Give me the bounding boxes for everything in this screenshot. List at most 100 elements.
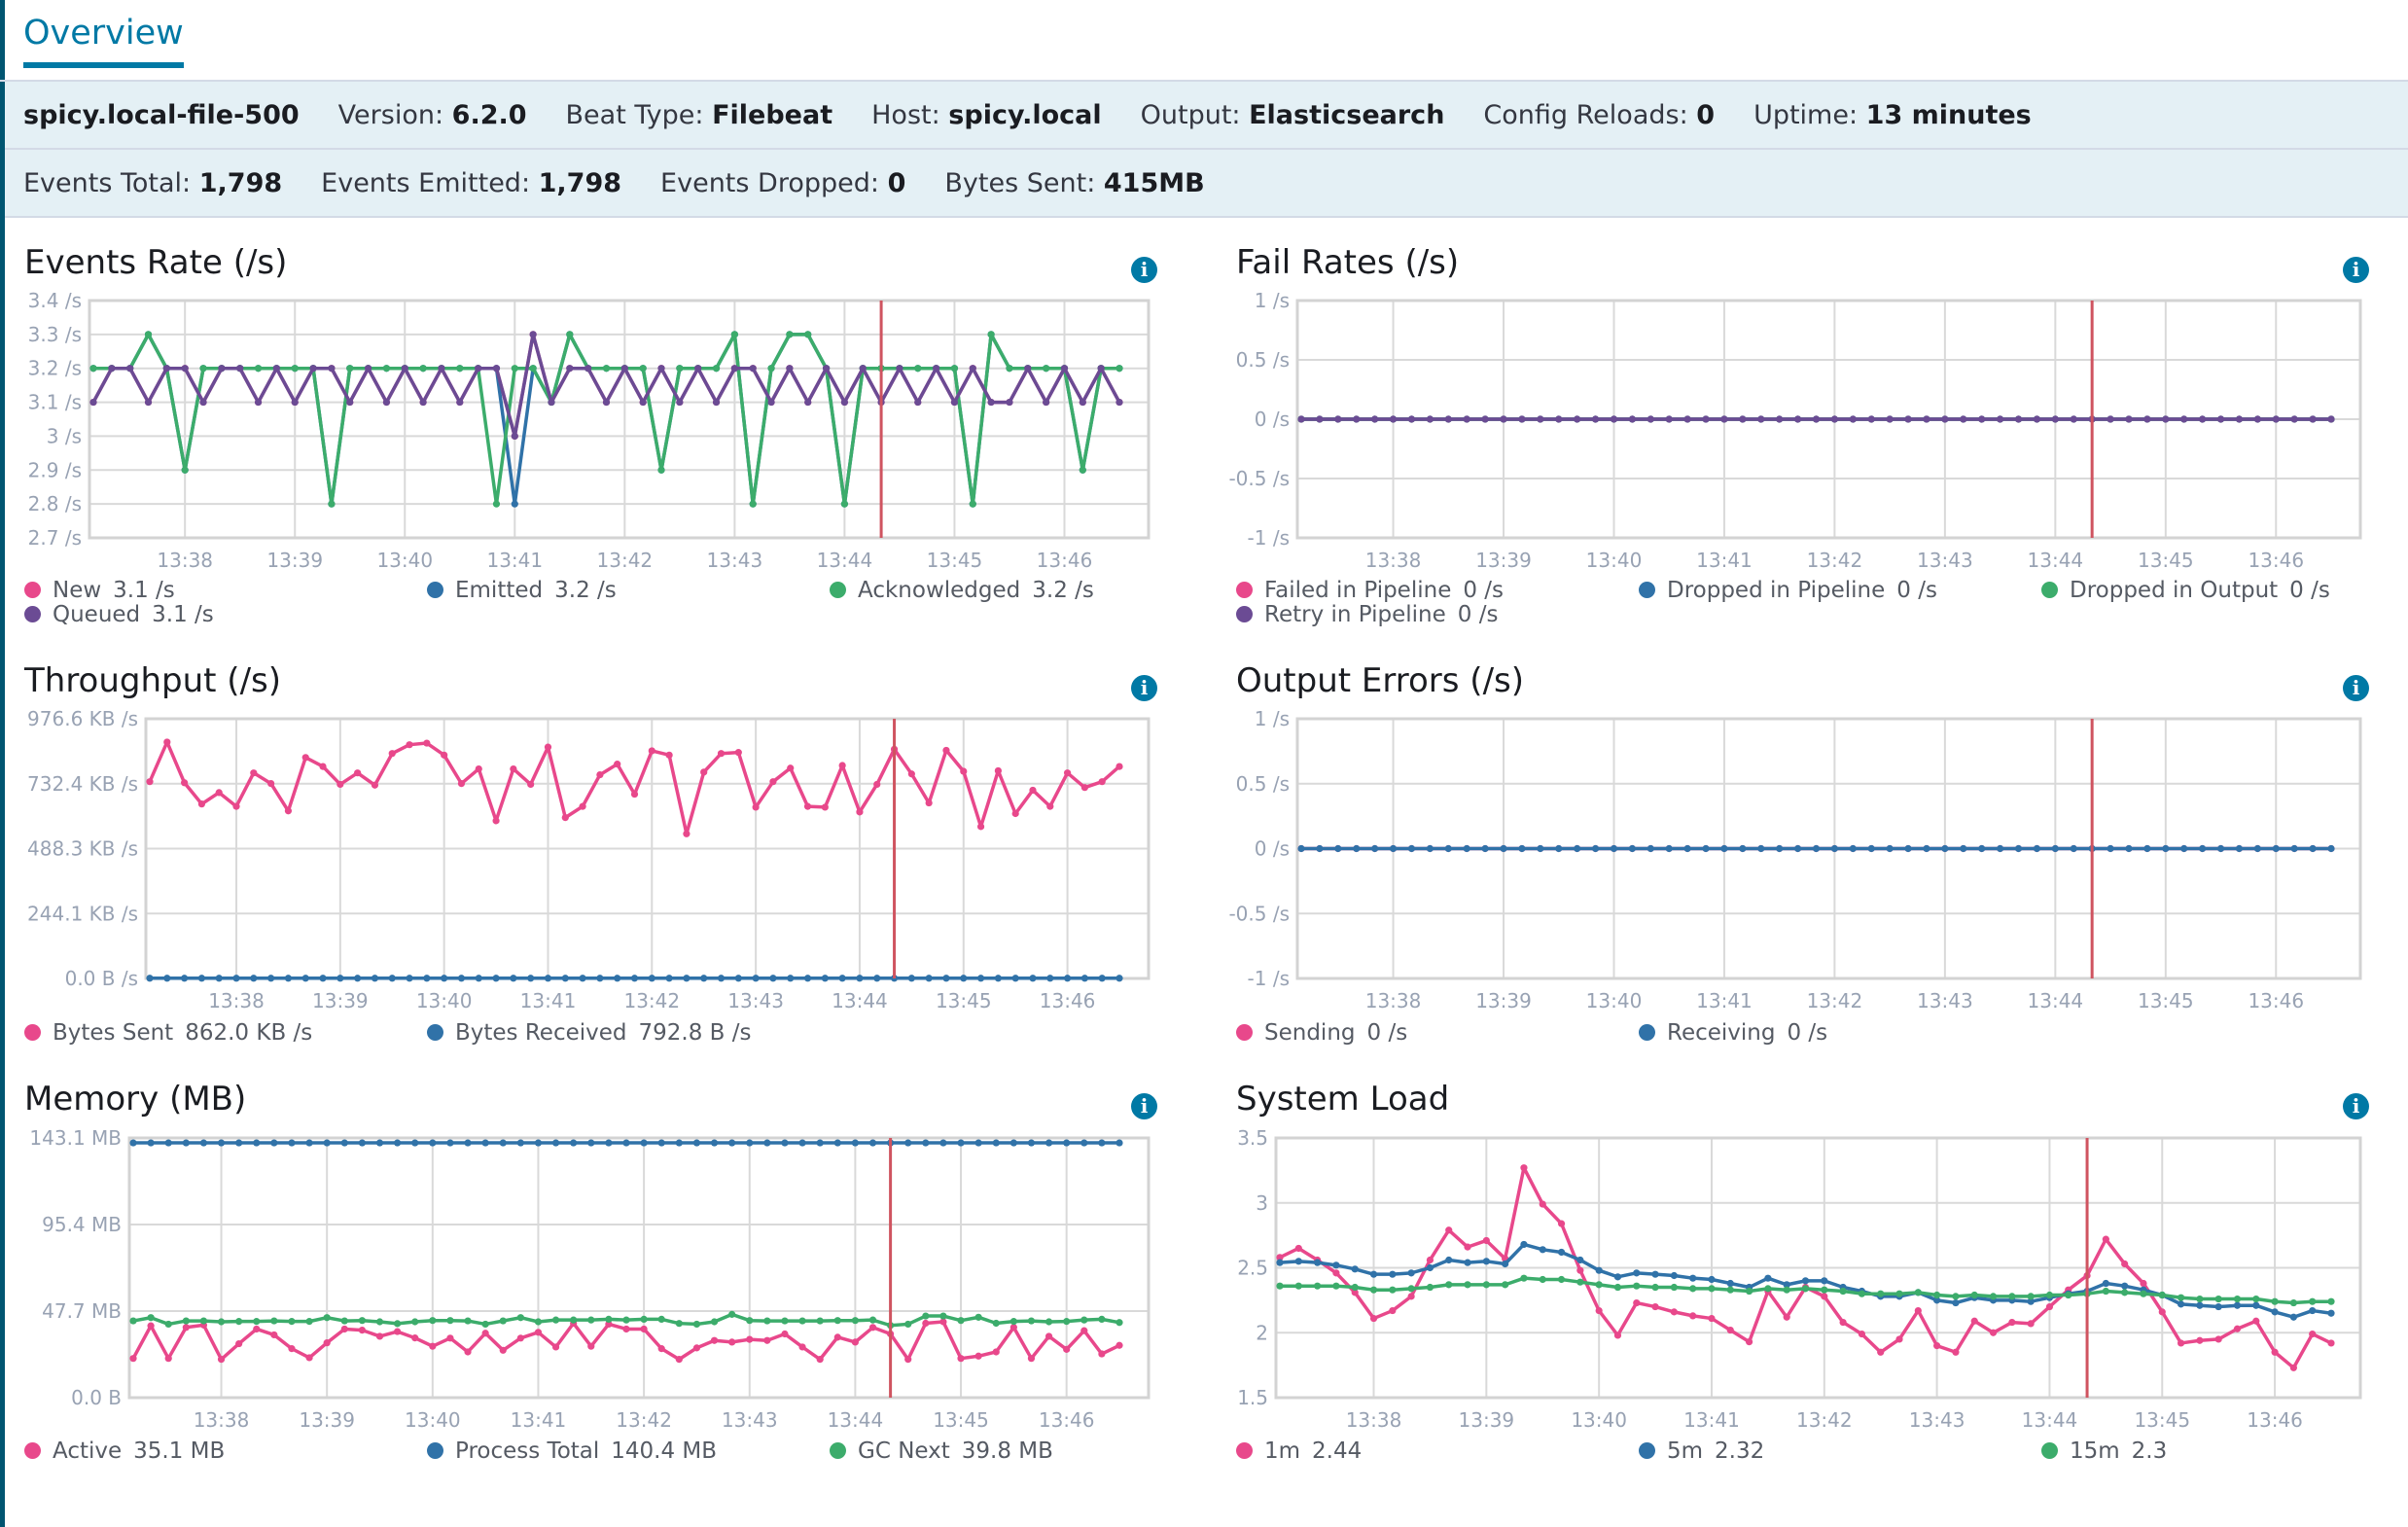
data-point — [2102, 1279, 2109, 1288]
x-tick-label: 13:40 — [1571, 1408, 1627, 1432]
legend-item[interactable]: Bytes Received 792.8 B /s — [427, 1020, 830, 1046]
data-point — [284, 807, 293, 815]
x-tick-label: 13:41 — [486, 549, 543, 572]
data-point — [630, 790, 639, 799]
data-point — [1555, 415, 1563, 423]
data-point — [2309, 1306, 2317, 1315]
legend-item[interactable]: New 3.1 /s — [24, 578, 427, 603]
data-point — [2309, 1297, 2317, 1305]
data-point — [1858, 1330, 1866, 1338]
info-icon[interactable]: i — [1131, 675, 1157, 701]
legend-item[interactable]: GC Next 39.8 MB — [830, 1438, 1232, 1464]
data-point — [2309, 1330, 2317, 1338]
legend-item[interactable]: Failed in Pipeline 0 /s — [1236, 578, 1639, 603]
data-point — [1080, 1139, 1088, 1147]
output-errors-chart[interactable]: 1 /s 0.5 /s 0 /s -0.5 /s -1 /s 13:38 13:39 13:4… — [1228, 707, 2362, 1012]
legend-item[interactable]: 1m 2.44 — [1236, 1438, 1639, 1464]
data-point — [1351, 1283, 1359, 1292]
data-point — [710, 1336, 719, 1344]
data-point — [1445, 1281, 1453, 1289]
legend-item[interactable]: Bytes Sent 862.0 KB /s — [24, 1020, 427, 1046]
label: Beat Type: — [565, 99, 704, 130]
legend-item[interactable]: Acknowledged 3.2 /s — [830, 578, 1232, 603]
series-receiving — [1297, 844, 2335, 853]
data-point — [1776, 844, 1784, 853]
data-point — [364, 365, 372, 373]
data-point — [1776, 415, 1784, 423]
data-point — [868, 1316, 877, 1324]
events-rate-chart[interactable]: 3.4 /s 3.3 /s 3.2 /s 3.1 /s 3 /s 2.9 /s 2.8 /s… — [28, 289, 1151, 572]
data-point — [1060, 365, 1069, 373]
data-point — [2290, 844, 2298, 853]
data-point — [1830, 415, 1839, 423]
legend-item[interactable]: 15m 2.3 — [2041, 1438, 2408, 1464]
data-point — [2289, 1313, 2297, 1321]
legend-label: Queued — [53, 601, 141, 627]
data-point — [1793, 844, 1802, 853]
legend-item[interactable]: Sending 0 /s — [1236, 1020, 1639, 1046]
data-point — [2125, 844, 2133, 853]
info-icon[interactable]: i — [2343, 257, 2369, 283]
tab-overview[interactable]: Overview — [23, 14, 184, 68]
x-tick-label: 13:43 — [707, 549, 763, 572]
data-point — [2309, 415, 2317, 423]
info-icon[interactable]: i — [1131, 257, 1157, 283]
data-point — [1867, 844, 1875, 853]
x-tick-label: 13:45 — [936, 989, 992, 1012]
data-point — [388, 750, 396, 758]
data-point — [1683, 844, 1691, 853]
value: 0 — [1696, 99, 1716, 130]
legend-item[interactable]: Queued 3.1 /s — [24, 601, 427, 627]
data-point — [596, 975, 604, 982]
throughput-chart[interactable]: 976.6 KB /s 732.4 KB /s 488.3 KB /s 244.1 K… — [27, 707, 1151, 1012]
data-point — [2253, 415, 2261, 423]
data-point — [1481, 415, 1489, 423]
legend-item[interactable]: 5m 2.32 — [1639, 1438, 2041, 1464]
data-point — [146, 778, 154, 786]
legend-item[interactable]: Process Total 140.4 MB — [427, 1438, 830, 1464]
data-point — [665, 975, 673, 982]
data-point — [749, 500, 757, 508]
data-point — [1683, 415, 1691, 423]
y-tick-label: 0.5 /s — [1236, 772, 1290, 796]
info-icon[interactable]: i — [2343, 1093, 2369, 1119]
data-point — [516, 1139, 524, 1147]
data-point — [2107, 415, 2114, 423]
data-point — [146, 975, 154, 982]
legend-label: Dropped in Output — [2070, 577, 2279, 603]
data-point — [1316, 415, 1324, 423]
legend-item[interactable]: Emitted 3.2 /s — [427, 578, 830, 603]
fail-rates-chart[interactable]: 1 /s 0.5 /s 0 /s -0.5 /s -1 /s 13:38 13:39 13:4… — [1228, 289, 2362, 572]
data-point — [1628, 844, 1636, 853]
data-point — [1633, 1282, 1641, 1290]
legend-item[interactable]: Retry in Pipeline 0 /s — [1236, 602, 1639, 627]
data-point — [781, 1139, 789, 1147]
data-point — [394, 1320, 402, 1328]
legend-value: 2.3 — [2131, 1438, 2168, 1464]
info-icon[interactable]: i — [2343, 675, 2369, 701]
data-point — [856, 808, 864, 816]
data-point — [328, 500, 336, 508]
legend-item[interactable]: Receiving 0 /s — [1639, 1020, 2041, 1046]
legend-item[interactable]: Dropped in Pipeline 0 /s — [1639, 578, 2041, 603]
data-point — [267, 975, 275, 982]
data-point — [803, 975, 812, 982]
data-point — [534, 1329, 543, 1336]
stat-events-dropped: Events Dropped: 0 — [660, 168, 905, 198]
system-load-chart[interactable]: 3.5 3 2.5 2 1.5 13:38 13:39 13:40 13:41 13:42 13:4… — [1237, 1126, 2362, 1432]
data-point — [2162, 415, 2170, 423]
legend-item[interactable]: Dropped in Output 0 /s — [2041, 577, 2408, 603]
data-point — [675, 1320, 683, 1328]
data-point — [1812, 415, 1821, 423]
x-tick-label: 13:38 — [157, 549, 213, 572]
data-point — [1670, 1283, 1678, 1292]
data-point — [1294, 1258, 1302, 1265]
data-point — [821, 975, 829, 982]
data-point — [838, 975, 846, 982]
memory-chart[interactable]: 143.1 MB 95.4 MB 47.7 MB 0.0 B 13:38 13:39 13:… — [29, 1126, 1151, 1432]
data-point — [1426, 844, 1434, 853]
data-point — [939, 1318, 947, 1326]
legend-item[interactable]: Active 35.1 MB — [24, 1438, 427, 1464]
data-point — [2177, 1294, 2185, 1301]
info-icon[interactable]: i — [1131, 1093, 1157, 1119]
